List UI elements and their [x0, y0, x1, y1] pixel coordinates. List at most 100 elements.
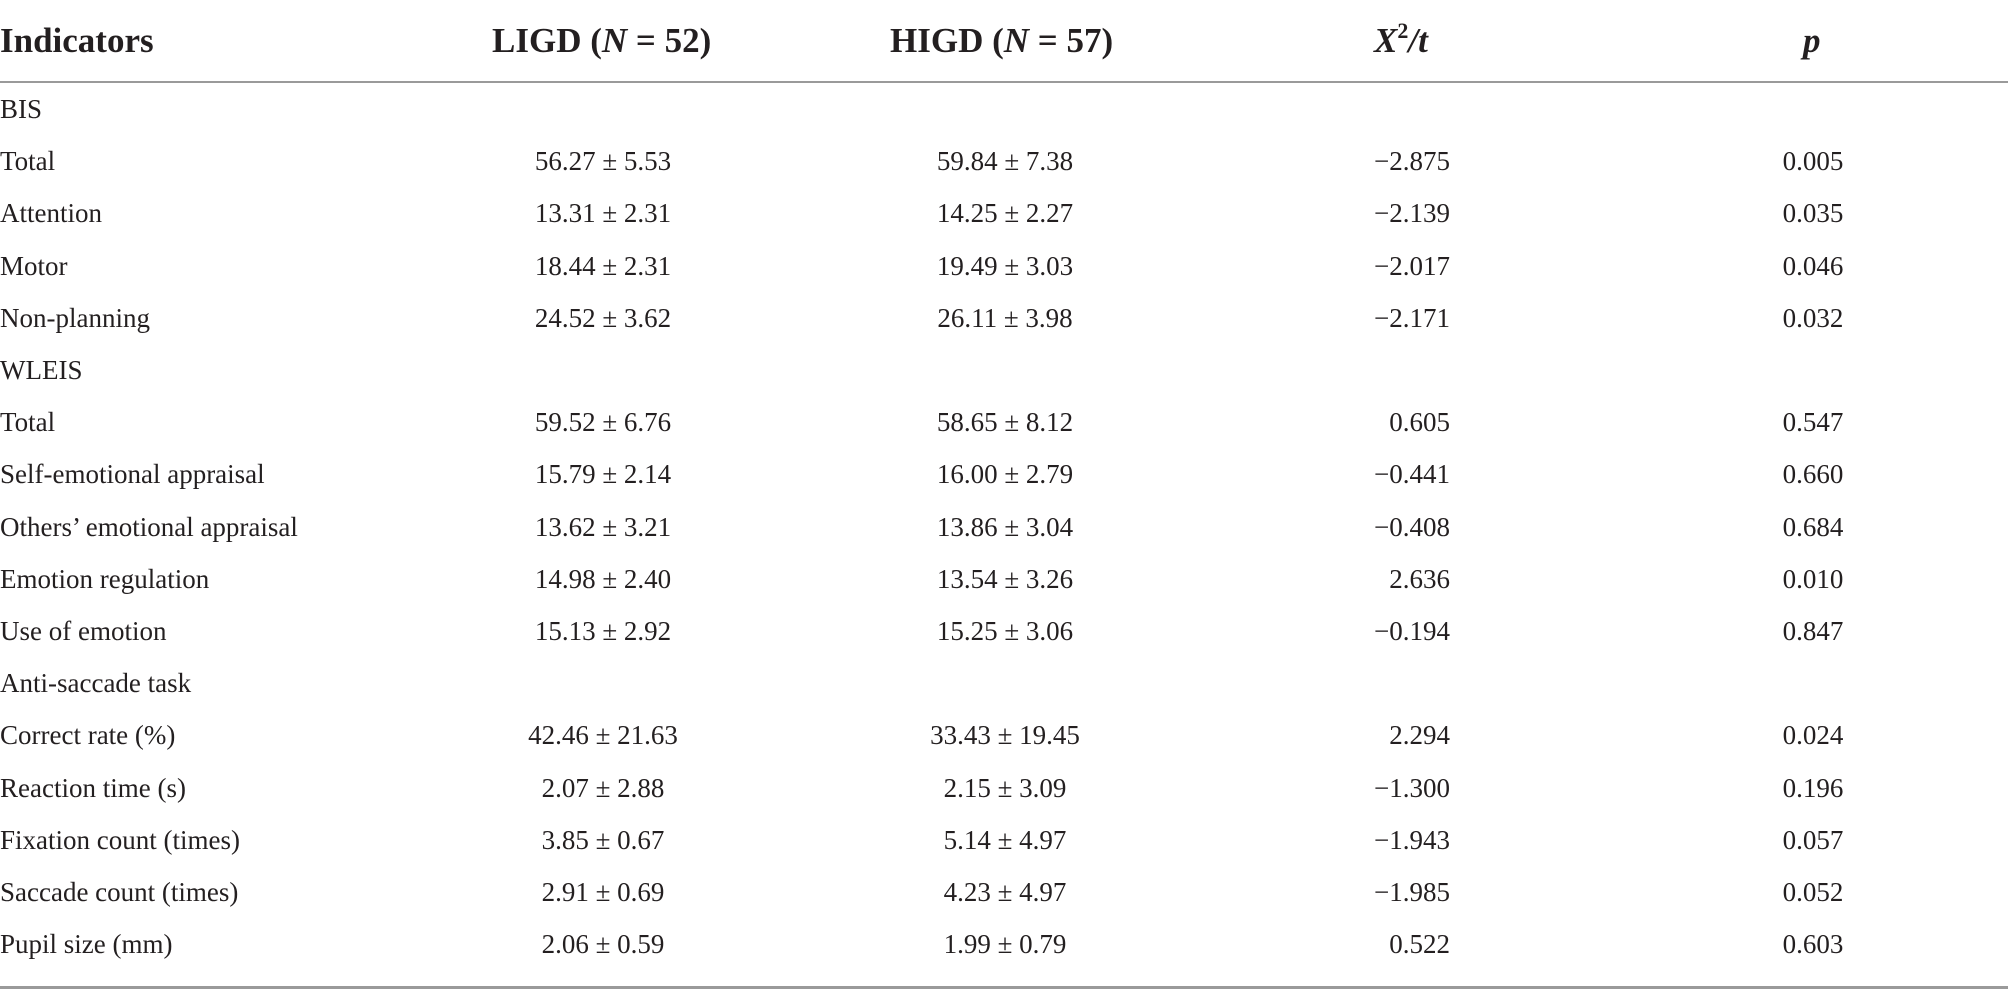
higd-value: 26.11 ± 3.98 — [937, 302, 1073, 333]
table-row: Others’ emotional appraisal 13.62 ± 3.21 1… — [0, 501, 2008, 553]
higd-value: 2.15 ± 3.09 — [943, 772, 1067, 803]
table-row: Attention 13.31 ± 2.31 14.25 ± 2.27 −2.139 0… — [0, 187, 2008, 239]
higd-value: 58.65 ± 8.12 — [936, 407, 1074, 438]
higd-value: 33.43 ± 19.45 — [930, 720, 1080, 751]
header-stat-x: X — [1374, 21, 1398, 60]
p-value: 0.035 — [1782, 198, 1844, 229]
statistic-value: −2.875 — [1374, 146, 1450, 177]
row-label: Non-planning — [0, 302, 150, 333]
ligd-value: 13.31 ± 2.31 — [534, 198, 672, 229]
ligd-value: 14.98 ± 2.40 — [534, 563, 672, 594]
statistic-value: −1.985 — [1374, 877, 1450, 907]
row-label: Total — [0, 146, 56, 177]
header-p-value: p — [1803, 16, 1821, 66]
higd-value: 13.54 ± 3.26 — [936, 563, 1074, 594]
statistic-value: 0.522 — [1389, 929, 1450, 960]
p-value: 0.547 — [1782, 407, 1844, 438]
header-higd-n-symbol: N — [1003, 21, 1030, 60]
ligd-value: 2.91 ± 0.69 — [541, 877, 665, 907]
table-row: Reaction time (s) 2.07 ± 2.88 2.15 ± 3.09 −… — [0, 762, 2008, 814]
table-row: Anti-saccade task — [0, 657, 2008, 709]
table-row: Total 56.27 ± 5.53 59.84 ± 7.38 −2.875 0.005 — [0, 135, 2008, 187]
table-row: Total 59.52 ± 6.76 58.65 ± 8.12 0.605 0.547 — [0, 396, 2008, 448]
header-ligd-n-symbol: N — [601, 21, 628, 60]
header-divider — [0, 81, 2008, 83]
table-row: Non-planning 24.52 ± 3.62 26.11 ± 3.98 −2.1… — [0, 292, 2008, 344]
table-row: Self-emotional appraisal 15.79 ± 2.14 16.0… — [0, 448, 2008, 500]
statistic-value: −2.171 — [1374, 302, 1450, 333]
row-label: Emotion regulation — [0, 563, 210, 594]
ligd-value: 18.44 ± 2.31 — [534, 250, 672, 281]
statistic-value: −0.408 — [1374, 511, 1450, 542]
p-value: 0.603 — [1782, 929, 1844, 960]
header-ligd: LIGD (N = 52) — [492, 16, 711, 66]
p-value: 0.847 — [1782, 616, 1844, 646]
ligd-value: 59.52 ± 6.76 — [534, 407, 672, 438]
row-label: Use of emotion — [0, 616, 167, 646]
header-higd-n-value: = 57) — [1029, 21, 1114, 60]
statistic-value: 0.605 — [1389, 407, 1450, 438]
row-label: Pupil size (mm) — [0, 929, 173, 960]
row-label: Correct rate (%) — [0, 720, 176, 751]
higd-value: 59.84 ± 7.38 — [936, 146, 1074, 177]
p-value: 0.660 — [1782, 459, 1844, 490]
ligd-value: 3.85 ± 0.67 — [541, 824, 665, 855]
row-label: WLEIS — [0, 355, 83, 385]
table-row: Use of emotion 15.13 ± 2.92 15.25 ± 3.06 −0… — [0, 605, 2008, 657]
p-value: 0.024 — [1782, 720, 1844, 751]
row-label: BIS — [0, 94, 43, 124]
ligd-value: 24.52 ± 3.62 — [534, 302, 672, 333]
row-label: Reaction time (s) — [0, 772, 186, 803]
p-value: 0.052 — [1782, 877, 1844, 907]
row-label: Self-emotional appraisal — [0, 459, 265, 490]
header-indicators-text: Indicators — [0, 21, 154, 60]
header-indicators: Indicators — [0, 16, 154, 66]
header-stat-superscript: 2 — [1397, 18, 1409, 43]
statistic-value: 2.636 — [1389, 563, 1450, 594]
row-label: Others’ emotional appraisal — [0, 511, 298, 542]
row-label: Total — [0, 407, 56, 438]
row-label: Motor — [0, 250, 68, 281]
header-higd: HIGD (N = 57) — [890, 16, 1113, 66]
p-value: 0.684 — [1782, 511, 1844, 542]
header-ligd-text: LIGD ( — [492, 21, 602, 60]
statistic-value: −1.300 — [1374, 772, 1450, 803]
higd-value: 1.99 ± 0.79 — [943, 929, 1067, 960]
row-label: Anti-saccade task — [0, 668, 192, 699]
ligd-value: 13.62 ± 3.21 — [534, 511, 672, 542]
p-value: 0.057 — [1782, 824, 1844, 855]
higd-value: 16.00 ± 2.79 — [936, 459, 1074, 490]
statistic-value: −1.943 — [1374, 824, 1450, 855]
ligd-value: 15.79 ± 2.14 — [534, 459, 672, 490]
table-row: WLEIS — [0, 344, 2008, 396]
ligd-value: 15.13 ± 2.92 — [534, 616, 672, 646]
row-label: Attention — [0, 198, 102, 229]
header-ligd-n-value: = 52) — [627, 21, 712, 60]
table-row: Emotion regulation 14.98 ± 2.40 13.54 ± 3.… — [0, 553, 2008, 605]
p-value: 0.196 — [1782, 772, 1844, 803]
p-value: 0.032 — [1782, 302, 1844, 333]
table-row: BIS — [0, 83, 2008, 135]
higd-value: 14.25 ± 2.27 — [936, 198, 1074, 229]
header-higd-text: HIGD ( — [890, 21, 1004, 60]
ligd-value: 2.06 ± 0.59 — [541, 929, 665, 960]
statistic-value: −2.017 — [1374, 250, 1450, 281]
table-row: Pupil size (mm) 2.06 ± 0.59 1.99 ± 0.79 0.5… — [0, 918, 2008, 970]
higd-value: 13.86 ± 3.04 — [936, 511, 1074, 542]
higd-value: 15.25 ± 3.06 — [936, 616, 1074, 646]
p-value: 0.005 — [1782, 146, 1844, 177]
ligd-value: 42.46 ± 21.63 — [528, 720, 678, 751]
table-row: Correct rate (%) 42.46 ± 21.63 33.43 ± 19.… — [0, 709, 2008, 761]
table-bottom-rule — [0, 986, 2008, 989]
ligd-value: 56.27 ± 5.53 — [534, 146, 672, 177]
higd-value: 19.49 ± 3.03 — [936, 250, 1074, 281]
statistic-value: −0.441 — [1374, 459, 1450, 490]
p-value: 0.010 — [1782, 563, 1844, 594]
higd-value: 4.23 ± 4.97 — [943, 877, 1067, 907]
header-statistic: X2/t — [1374, 16, 1428, 66]
table-row: Motor 18.44 ± 2.31 19.49 ± 3.03 −2.017 0.046 — [0, 240, 2008, 292]
p-value: 0.046 — [1782, 250, 1844, 281]
statistic-value: 2.294 — [1389, 720, 1450, 751]
row-label: Saccade count (times) — [0, 877, 239, 907]
